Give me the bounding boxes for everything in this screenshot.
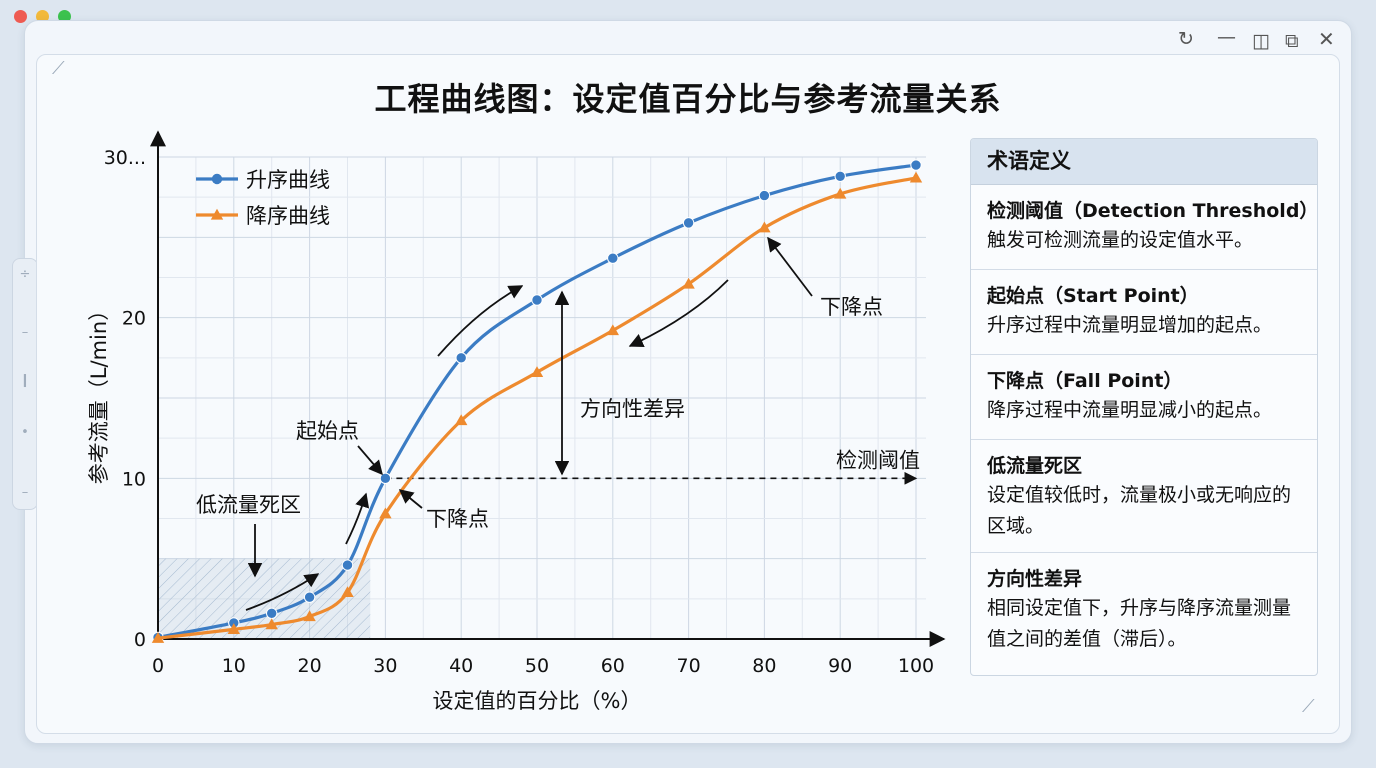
data-point-ascending bbox=[266, 607, 278, 619]
x-tick-label: 100 bbox=[898, 655, 934, 677]
fall-point-label-high: 下降点 bbox=[820, 295, 883, 319]
refresh-icon[interactable]: ↻ bbox=[1178, 28, 1194, 50]
data-point-descending bbox=[909, 171, 923, 183]
dash-icon[interactable]: – bbox=[21, 485, 29, 500]
descending-direction-arrow bbox=[628, 279, 729, 348]
x-tick-label: 20 bbox=[298, 655, 322, 677]
restore-icon[interactable]: ⧉ bbox=[1285, 30, 1299, 52]
close-icon[interactable]: ✕ bbox=[1318, 27, 1335, 51]
x-tick-label: 50 bbox=[525, 655, 549, 677]
data-point-ascending bbox=[910, 159, 922, 171]
maximize-window-button[interactable] bbox=[58, 10, 71, 23]
dash-icon[interactable]: – bbox=[21, 325, 29, 340]
series-group bbox=[151, 159, 923, 644]
data-point-ascending bbox=[682, 217, 695, 229]
x-tick-label: 0 bbox=[152, 655, 164, 677]
minimize-window-button[interactable] bbox=[36, 10, 49, 23]
glossary-term: 下降点（Fall Point） bbox=[987, 370, 1183, 392]
resize-grip-icon: ⟋ bbox=[52, 58, 65, 79]
close-window-button[interactable] bbox=[14, 10, 27, 23]
bar-icon[interactable]: ❙ bbox=[19, 373, 31, 388]
ascending-direction-arrow bbox=[345, 492, 370, 545]
glossary-entry: 低流量死区 设定值较低时，流量极小或无响应的区域。 bbox=[971, 440, 1317, 553]
glossary-entry: 起始点（Start Point） 升序过程中流量明显增加的起点。 bbox=[971, 270, 1317, 355]
ascending-direction-arrow bbox=[245, 573, 320, 611]
data-point-descending bbox=[455, 414, 468, 426]
y-tick-label: 30... bbox=[104, 147, 146, 169]
data-point-descending bbox=[834, 187, 847, 199]
glossary-term: 方向性差异 bbox=[987, 568, 1083, 590]
glossary-definition: 触发可检测流量的设定值水平。 bbox=[987, 229, 1254, 251]
data-point-descending bbox=[151, 631, 165, 643]
y-tick-label: 20 bbox=[122, 308, 146, 330]
glossary-term: 低流量死区 bbox=[987, 455, 1083, 477]
ascending-direction-arrow bbox=[437, 285, 524, 357]
glossary-definition: 设定值较低时，流量极小或无响应的区域。 bbox=[987, 484, 1292, 537]
legend-label: 升序曲线 bbox=[246, 168, 330, 192]
data-point-descending bbox=[379, 507, 392, 519]
tick-labels: 0 10 20 30 40 50 60 70 80 90 100 0 10 20 30... bbox=[104, 147, 934, 677]
x-tick-label: 60 bbox=[601, 655, 625, 677]
y-tick-label: 0 bbox=[134, 629, 146, 651]
data-point-ascending bbox=[531, 294, 543, 306]
data-point-descending bbox=[265, 618, 278, 630]
data-point-ascending bbox=[341, 559, 354, 571]
data-point-ascending bbox=[303, 591, 316, 603]
data-point-ascending bbox=[607, 252, 619, 264]
data-point-descending bbox=[303, 610, 316, 622]
glossary-title: 术语定义 bbox=[971, 139, 1317, 185]
resize-handle-icon[interactable]: ⟋ bbox=[1302, 696, 1315, 717]
data-point-descending bbox=[758, 221, 771, 233]
threshold-label: 检测阈值 bbox=[836, 448, 920, 472]
dead-zone-label: 低流量死区 bbox=[196, 493, 301, 517]
glossary-definition: 降序过程中流量明显减小的起点。 bbox=[987, 399, 1273, 421]
x-tick-label: 40 bbox=[449, 655, 473, 677]
data-point-descending bbox=[606, 324, 619, 336]
legend-marker-triangle bbox=[210, 208, 224, 220]
y-tick-label: 10 bbox=[122, 468, 146, 490]
minimize-icon[interactable]: — bbox=[1217, 26, 1236, 48]
legend-label: 降序曲线 bbox=[246, 204, 330, 228]
start-point-arrow bbox=[357, 445, 383, 476]
window-traffic-lights bbox=[14, 10, 71, 23]
glossary-entry: 下降点（Fall Point） 降序过程中流量明显减小的起点。 bbox=[971, 355, 1317, 440]
data-point-ascending bbox=[455, 352, 467, 364]
divide-icon[interactable]: ÷ bbox=[19, 267, 31, 282]
data-point-descending bbox=[682, 277, 695, 289]
glossary-entry: 检测阈值（Detection Threshold） 触发可检测流量的设定值水平。 bbox=[971, 185, 1317, 270]
data-point-descending bbox=[227, 623, 240, 635]
glossary-panel: 术语定义 检测阈值（Detection Threshold） 触发可检测流量的设… bbox=[970, 138, 1318, 676]
glossary-entry: 方向性差异 相同设定值下，升序与降序流量测量值之间的差值（滞后）。 bbox=[971, 553, 1317, 675]
axes bbox=[150, 130, 946, 647]
threshold-line-group: 检测阈值 bbox=[385, 448, 920, 485]
chart-title: 工程曲线图：设定值百分比与参考流量关系 bbox=[374, 80, 1002, 118]
split-view-icon[interactable]: ◫ bbox=[1252, 30, 1270, 52]
data-point-ascending bbox=[379, 472, 392, 485]
x-tick-label: 70 bbox=[677, 655, 701, 677]
x-tick-label: 90 bbox=[828, 655, 852, 677]
x-tick-label: 80 bbox=[752, 655, 776, 677]
x-tick-label: 10 bbox=[222, 655, 246, 677]
glossary-definition: 升序过程中流量明显增加的起点。 bbox=[987, 314, 1273, 336]
data-point-descending bbox=[530, 366, 544, 377]
glossary-term: 起始点（Start Point） bbox=[987, 285, 1199, 307]
data-point-ascending bbox=[758, 189, 771, 202]
x-axis-label: 设定值的百分比（%） bbox=[433, 689, 642, 713]
data-point-descending bbox=[341, 586, 354, 598]
fall-point-arrow bbox=[398, 489, 423, 509]
direction-diff-label: 方向性差异 bbox=[580, 397, 685, 421]
x-tick-label: 30 bbox=[373, 655, 397, 677]
fall-point-arrow-high bbox=[767, 236, 813, 297]
y-axis-label: 参考流量（L/min） bbox=[87, 300, 111, 484]
glossary-term: 检测阈值（Detection Threshold） bbox=[987, 200, 1318, 222]
fall-point-label: 下降点 bbox=[426, 507, 489, 531]
data-point-ascending bbox=[834, 170, 846, 182]
glossary-definition: 相同设定值下，升序与降序流量测量值之间的差值（滞后）。 bbox=[987, 597, 1292, 650]
dot-icon[interactable]: • bbox=[21, 425, 29, 440]
start-point-label: 起始点 bbox=[296, 419, 359, 443]
legend-marker-circle bbox=[211, 173, 223, 185]
